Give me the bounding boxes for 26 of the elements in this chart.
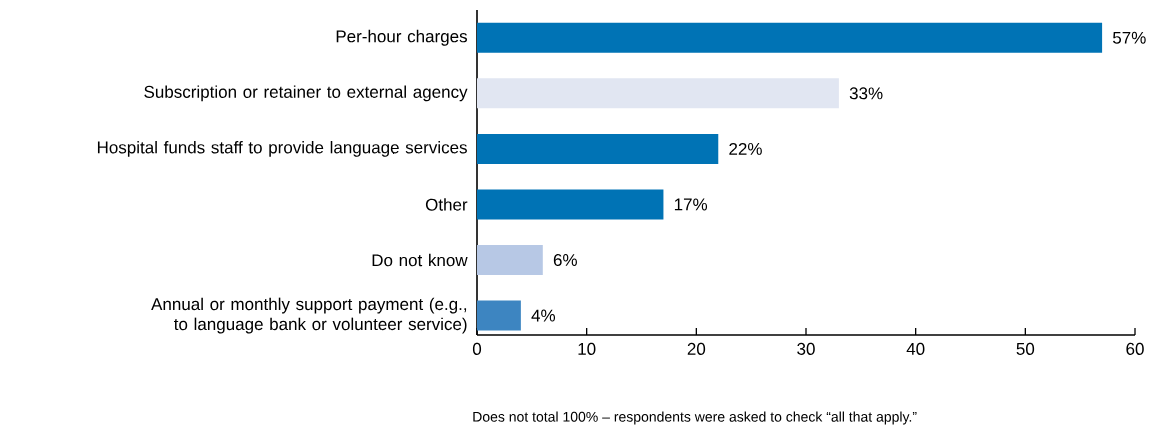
bar <box>477 78 839 109</box>
bar <box>477 133 719 164</box>
y-tick-label: Do not know <box>372 253 468 267</box>
bar <box>477 300 521 331</box>
y-tick-label: Per-hour charges <box>336 29 467 46</box>
x-tick-label: 0 <box>472 342 482 355</box>
bar <box>477 189 664 220</box>
y-tick-label: Annual or monthly support payment (e.g., to language bank or volunteer service) <box>151 297 467 334</box>
x-tick-label: 20 <box>687 342 706 355</box>
data-label: 22% <box>729 142 762 155</box>
y-tick-label: Other <box>425 198 468 211</box>
bar <box>477 245 543 275</box>
data-label: 4% <box>531 309 556 322</box>
y-tick-label: Subscription or retainer to external agency <box>144 85 468 102</box>
x-tick-label: 40 <box>906 342 925 355</box>
data-label: 6% <box>553 253 577 267</box>
x-tick-label: 60 <box>1126 342 1144 355</box>
text: Does not total 100% – respondents were asked to check “all that apply.” <box>473 411 917 425</box>
x-tick-label: 50 <box>1016 342 1035 355</box>
x-tick-label: 30 <box>797 342 815 355</box>
data-label: 17% <box>674 198 708 211</box>
x-tick-label: 10 <box>578 342 596 355</box>
data-label: 57% <box>1112 31 1146 44</box>
data-label: 33% <box>849 87 883 100</box>
bar <box>477 22 1103 53</box>
y-tick-label: Hospital funds staff to provide language services <box>97 140 467 157</box>
